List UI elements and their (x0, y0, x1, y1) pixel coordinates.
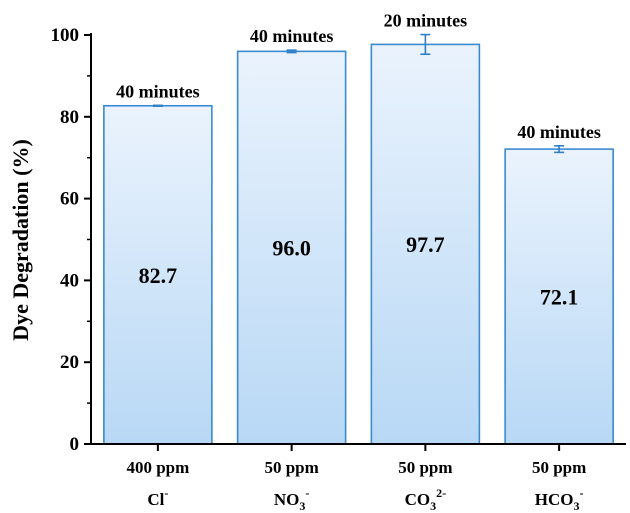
bar-1 (103, 104, 213, 445)
time-label-3: 20 minutes (384, 11, 468, 31)
y-tick-label-40: 40 (60, 270, 79, 291)
time-label-2: 40 minutes (250, 26, 334, 46)
x-tick-label-ion-2: NO3- (274, 486, 310, 513)
y-tick-label-100: 100 (51, 25, 80, 46)
x-tick-label-ion-3: CO32- (405, 486, 447, 513)
y-axis-label: Dye Degradation (%) (8, 139, 33, 341)
bars-layer (103, 33, 614, 445)
y-tick-label-60: 60 (60, 189, 79, 210)
data-label-1: 82.7 (139, 263, 178, 288)
y-tick-label-20: 20 (60, 352, 79, 373)
axes-layer: 0 20 40 60 80 100 (51, 25, 626, 455)
time-label-1: 40 minutes (116, 81, 200, 101)
x-tick-label-ion-1: Cl- (147, 486, 168, 509)
y-tick-label-80: 80 (60, 107, 79, 128)
x-tick-label-concentration-4: 50 ppm (532, 458, 586, 477)
labels-layer: 82.7 40 minutes 400 ppm Cl- 96.0 40 minutes 50… (116, 11, 601, 513)
x-tick-label-concentration-2: 50 ppm (264, 458, 318, 477)
data-label-3: 97.7 (406, 232, 445, 257)
bar-3 (370, 43, 481, 445)
y-tick-label-0: 0 (70, 434, 80, 455)
x-tick-label-concentration-1: 400 ppm (126, 458, 189, 477)
x-tick-label-concentration-3: 50 ppm (398, 458, 452, 477)
time-label-4: 40 minutes (517, 122, 601, 142)
data-label-4: 72.1 (540, 285, 579, 310)
data-label-2: 96.0 (272, 236, 311, 261)
x-tick-label-ion-4: HCO3- (535, 486, 584, 513)
